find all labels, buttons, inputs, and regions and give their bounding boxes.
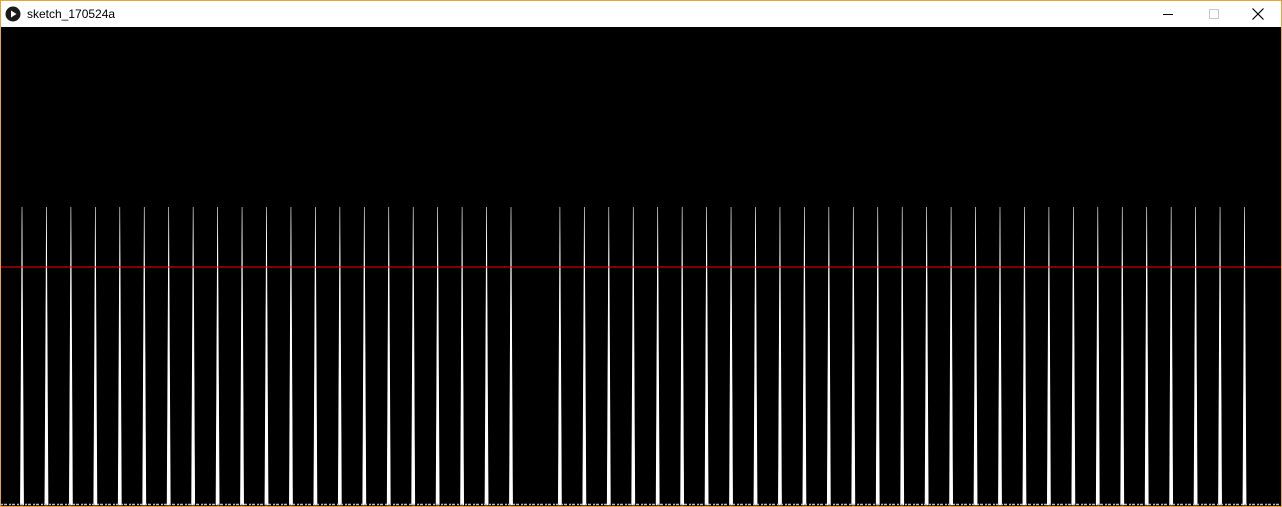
pulse-spike <box>20 206 24 506</box>
pulse-spike <box>655 206 660 506</box>
pulse-spike <box>949 206 954 506</box>
maximize-button[interactable] <box>1191 1 1237 27</box>
pulse-spike <box>117 206 122 506</box>
pulse-spike <box>191 206 196 506</box>
pulse-spike <box>435 206 440 506</box>
maximize-icon <box>1209 9 1219 19</box>
pulse-spike <box>704 206 709 506</box>
pulse-group <box>1 206 1281 506</box>
pulse-spike <box>606 206 611 506</box>
title-bar[interactable]: sketch_170524a <box>1 1 1281 27</box>
pulse-spike <box>802 206 807 506</box>
waveform-plot <box>1 206 1281 506</box>
pulse-spike <box>411 206 416 506</box>
pulse-spike <box>973 206 978 506</box>
pulse-spike <box>240 206 244 506</box>
pulse-spike <box>900 206 905 506</box>
pulse-spike <box>1218 206 1222 506</box>
pulse-spike <box>680 206 685 506</box>
pulse-spike <box>1193 206 1198 506</box>
pulse-spike <box>753 206 758 506</box>
pulse-spike <box>460 206 465 506</box>
pulse-spike <box>264 206 269 506</box>
pulse-spike <box>44 206 49 506</box>
pulse-spike <box>386 206 391 506</box>
processing-play-icon <box>5 6 21 22</box>
minimize-button[interactable] <box>1145 1 1191 27</box>
pulse-spike <box>826 206 831 506</box>
pulse-spike <box>1071 206 1076 506</box>
pulse-spike <box>215 206 220 506</box>
pulse-spike <box>582 206 587 506</box>
pulse-spike <box>509 206 513 506</box>
pulse-spike <box>1144 206 1149 506</box>
sketch-canvas[interactable] <box>1 27 1281 506</box>
pulse-spike <box>313 206 318 506</box>
pulse-spike <box>778 206 782 506</box>
pulse-spike <box>729 206 733 506</box>
pulse-spike <box>631 206 636 506</box>
pulse-spike <box>1046 206 1051 506</box>
pulse-spike <box>557 206 562 506</box>
pulse-spike <box>166 206 171 506</box>
close-button[interactable] <box>1235 1 1281 27</box>
close-icon <box>1252 8 1264 20</box>
pulse-spike <box>1120 206 1125 506</box>
pulse-spike <box>93 206 98 506</box>
pulse-spike <box>998 206 1002 506</box>
pulse-spike <box>68 206 73 506</box>
pulse-spike <box>1242 206 1247 506</box>
pulse-spike <box>289 206 293 506</box>
window-title: sketch_170524a <box>27 7 116 21</box>
pulse-spike <box>851 206 856 506</box>
pulse-spike <box>875 206 880 506</box>
pulse-spike <box>924 206 929 506</box>
minimize-icon <box>1163 9 1173 19</box>
pulse-spike <box>362 206 367 506</box>
pulse-spike <box>1095 206 1100 506</box>
pulse-spike <box>1022 206 1027 506</box>
pulse-spike <box>1169 206 1174 506</box>
pulse-spike <box>337 206 342 506</box>
pulse-spike <box>142 206 147 506</box>
pulse-spike <box>484 206 489 506</box>
